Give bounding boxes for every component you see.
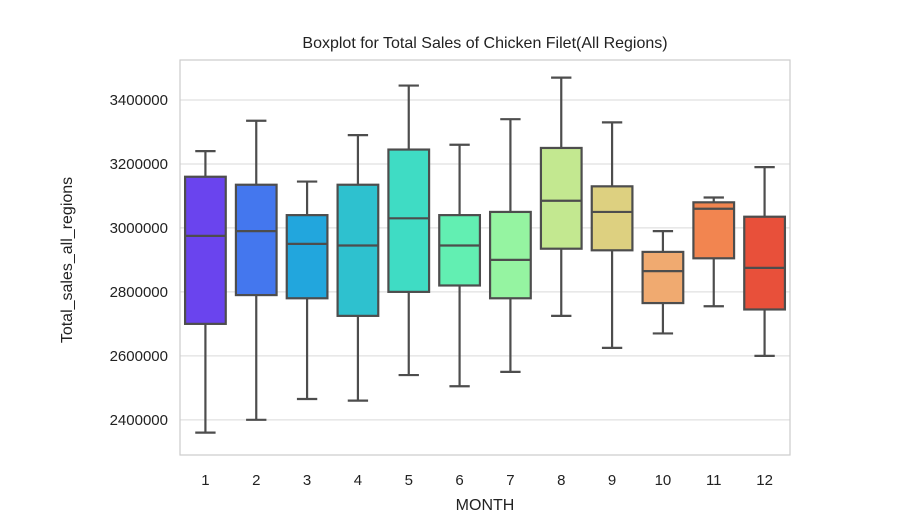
box-month-2 bbox=[234, 119, 278, 421]
box-iqr bbox=[743, 215, 787, 311]
box-iqr bbox=[285, 214, 329, 300]
box-iqr bbox=[387, 148, 431, 293]
y-tick-label: 3000000 bbox=[110, 220, 168, 237]
x-axis-label: MONTH bbox=[456, 497, 515, 514]
box-month-3 bbox=[285, 180, 329, 401]
box-iqr bbox=[692, 201, 736, 260]
plot-frame bbox=[179, 59, 791, 456]
box-iqr bbox=[488, 210, 532, 300]
box-month-12 bbox=[743, 166, 787, 357]
box-iqr bbox=[336, 183, 380, 317]
x-tick-label: 8 bbox=[557, 472, 565, 489]
y-tick-label: 2800000 bbox=[110, 284, 168, 301]
grid-layer bbox=[180, 99, 790, 421]
x-tick-label: 1 bbox=[201, 472, 209, 489]
box-month-10 bbox=[641, 230, 685, 335]
box-iqr bbox=[234, 183, 278, 297]
box-iqr bbox=[539, 146, 583, 250]
x-tick-label: 10 bbox=[655, 472, 672, 489]
x-tick-label: 7 bbox=[506, 472, 514, 489]
y-tick-label: 2600000 bbox=[110, 348, 168, 365]
y-tick-label: 3400000 bbox=[110, 92, 168, 109]
box-month-4 bbox=[336, 134, 380, 402]
y-axis-label: Total_sales_all_regions bbox=[59, 177, 76, 343]
x-tick-label: 11 bbox=[706, 472, 722, 489]
y-tick-label: 3200000 bbox=[110, 156, 168, 173]
box-month-11 bbox=[692, 196, 736, 308]
chart-title: Boxplot for Total Sales of Chicken Filet… bbox=[302, 35, 667, 52]
box-iqr bbox=[183, 175, 227, 325]
box-iqr bbox=[641, 250, 685, 305]
x-tick-label: 9 bbox=[608, 472, 616, 489]
box-month-6 bbox=[438, 143, 482, 388]
x-tick-label: 3 bbox=[303, 472, 311, 489]
box-month-5 bbox=[387, 84, 431, 377]
box-month-8 bbox=[539, 76, 583, 317]
x-tick-label: 6 bbox=[455, 472, 463, 489]
x-tick-label: 2 bbox=[252, 472, 260, 489]
x-tick-labels: 1 2 3 4 5 6 7 8 9 10 11 12 bbox=[201, 472, 773, 489]
x-tick-label: 5 bbox=[405, 472, 413, 489]
x-tick-label: 12 bbox=[756, 472, 773, 489]
box-month-9 bbox=[590, 121, 634, 349]
box-month-7 bbox=[488, 118, 532, 373]
box-iqr bbox=[590, 185, 634, 252]
plot-border bbox=[179, 59, 791, 456]
box-month-1 bbox=[183, 150, 227, 434]
y-tick-labels: 2400000 2600000 2800000 3000000 3200000 34000… bbox=[110, 92, 168, 429]
box-iqr bbox=[438, 214, 482, 287]
x-tick-label: 4 bbox=[354, 472, 362, 489]
y-tick-label: 2400000 bbox=[110, 412, 168, 429]
boxes-layer bbox=[183, 76, 787, 434]
